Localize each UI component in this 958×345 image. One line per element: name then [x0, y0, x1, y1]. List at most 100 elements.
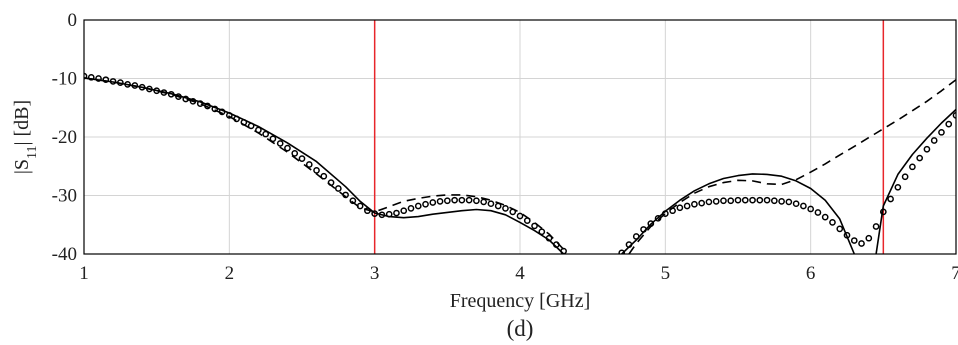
marker-point-56 — [487, 200, 495, 208]
marker-point-83 — [734, 196, 742, 204]
marker-point-35 — [334, 185, 342, 192]
marker-point-86 — [756, 196, 764, 204]
marker-point-16 — [196, 100, 204, 108]
marker-point-34 — [327, 179, 335, 186]
marker-point-91 — [792, 200, 800, 208]
marker-point-10 — [153, 87, 161, 95]
marker-point-43 — [393, 209, 400, 217]
y-tick-label: -40 — [52, 244, 77, 265]
marker-point-84 — [741, 196, 749, 204]
marker-point-24 — [255, 126, 262, 134]
marker-point-73 — [661, 210, 669, 217]
marker-point-97 — [836, 225, 844, 233]
panel-label: (d) — [507, 316, 534, 341]
tick-labels: 1 2 3 4 5 6 7 0 -10 -20 -30 -40 — [52, 10, 958, 284]
marker-point-37 — [349, 197, 357, 205]
marker-point-33 — [320, 172, 328, 180]
marker-point-62 — [531, 222, 538, 230]
marker-point-32 — [313, 166, 320, 174]
x-tick-label: 7 — [951, 263, 958, 284]
marker-point-113 — [952, 112, 956, 119]
marker-point-30 — [298, 155, 306, 162]
marker-point-74 — [669, 207, 676, 215]
x-tick-label: 5 — [661, 263, 671, 284]
marker-point-108 — [916, 154, 924, 162]
marker-point-78 — [698, 199, 706, 207]
marker-point-41 — [378, 211, 386, 219]
marker-point-85 — [749, 196, 756, 204]
marker-point-51 — [451, 196, 458, 204]
marker-point-110 — [930, 137, 938, 144]
marker-point-15 — [189, 97, 197, 105]
marker-point-61 — [523, 217, 531, 225]
marker-point-107 — [909, 163, 916, 171]
x-tick-label: 3 — [370, 263, 380, 284]
y-tick-label: 0 — [68, 10, 78, 31]
marker-point-111 — [938, 128, 945, 136]
marker-point-112 — [945, 120, 953, 128]
marker-point-101 — [865, 234, 873, 242]
marker-point-92 — [800, 202, 807, 210]
marker-point-38 — [356, 202, 364, 210]
marker-point-47 — [422, 200, 429, 208]
x-axis-label: Frequency [GHz] — [450, 290, 591, 312]
x-tick-label: 1 — [79, 263, 89, 284]
marker-point-49 — [436, 198, 444, 205]
marker-point-31 — [305, 161, 313, 168]
marker-point-65 — [552, 241, 560, 248]
y-tick-label: -30 — [52, 186, 77, 207]
marker-point-95 — [821, 213, 829, 221]
marker-point-90 — [785, 198, 793, 206]
marker-point-36 — [342, 191, 349, 199]
marker-point-50 — [443, 197, 451, 205]
marker-point-29 — [291, 150, 299, 157]
marker-point-46 — [414, 202, 422, 210]
y-axis-label-suffix: | [dB] — [11, 100, 33, 146]
marker-point-2 — [95, 75, 102, 82]
marker-point-57 — [494, 202, 502, 210]
marker-point-109 — [923, 145, 931, 153]
marker-point-39 — [364, 207, 371, 215]
y-axis-label: |S11| [dB] — [11, 100, 40, 174]
marker-point-9 — [146, 85, 153, 93]
marker-point-100 — [858, 240, 865, 247]
marker-point-45 — [407, 205, 415, 212]
marker-point-23 — [247, 122, 255, 130]
marker-point-5 — [116, 79, 124, 86]
marker-point-44 — [400, 207, 408, 215]
marker-point-98 — [843, 231, 851, 239]
solid-line-segment-3 — [875, 108, 956, 254]
x-tick-label: 4 — [515, 263, 525, 284]
marker-point-40 — [371, 210, 379, 217]
marker-point-71 — [647, 220, 655, 227]
marker-point-4 — [109, 78, 117, 85]
y-tick-label: -20 — [52, 127, 77, 148]
marker-point-106 — [901, 173, 909, 181]
marker-point-3 — [102, 76, 110, 84]
marker-point-18 — [211, 105, 219, 113]
marker-point-22 — [240, 119, 248, 126]
marker-point-17 — [204, 102, 211, 110]
marker-point-99 — [850, 237, 858, 244]
marker-point-60 — [516, 212, 524, 220]
marker-point-54 — [473, 197, 480, 205]
marker-point-88 — [770, 197, 778, 205]
marker-point-21 — [233, 115, 240, 123]
y-axis-label-subscript: 11 — [25, 146, 40, 159]
marker-point-14 — [182, 95, 190, 103]
marker-point-70 — [640, 226, 647, 233]
y-tick-label: -10 — [52, 69, 77, 90]
marker-point-1 — [87, 73, 95, 81]
marker-point-80 — [712, 198, 720, 205]
marker-point-77 — [691, 200, 698, 208]
marker-point-59 — [509, 208, 517, 216]
marker-point-75 — [676, 204, 684, 212]
solid-line-segment-2 — [621, 173, 856, 254]
marker-point-102 — [872, 223, 880, 230]
marker-point-26 — [269, 135, 277, 143]
marker-point-58 — [502, 205, 509, 212]
marker-point-67 — [618, 249, 626, 254]
marker-point-94 — [814, 209, 822, 216]
marker-point-79 — [705, 198, 713, 206]
